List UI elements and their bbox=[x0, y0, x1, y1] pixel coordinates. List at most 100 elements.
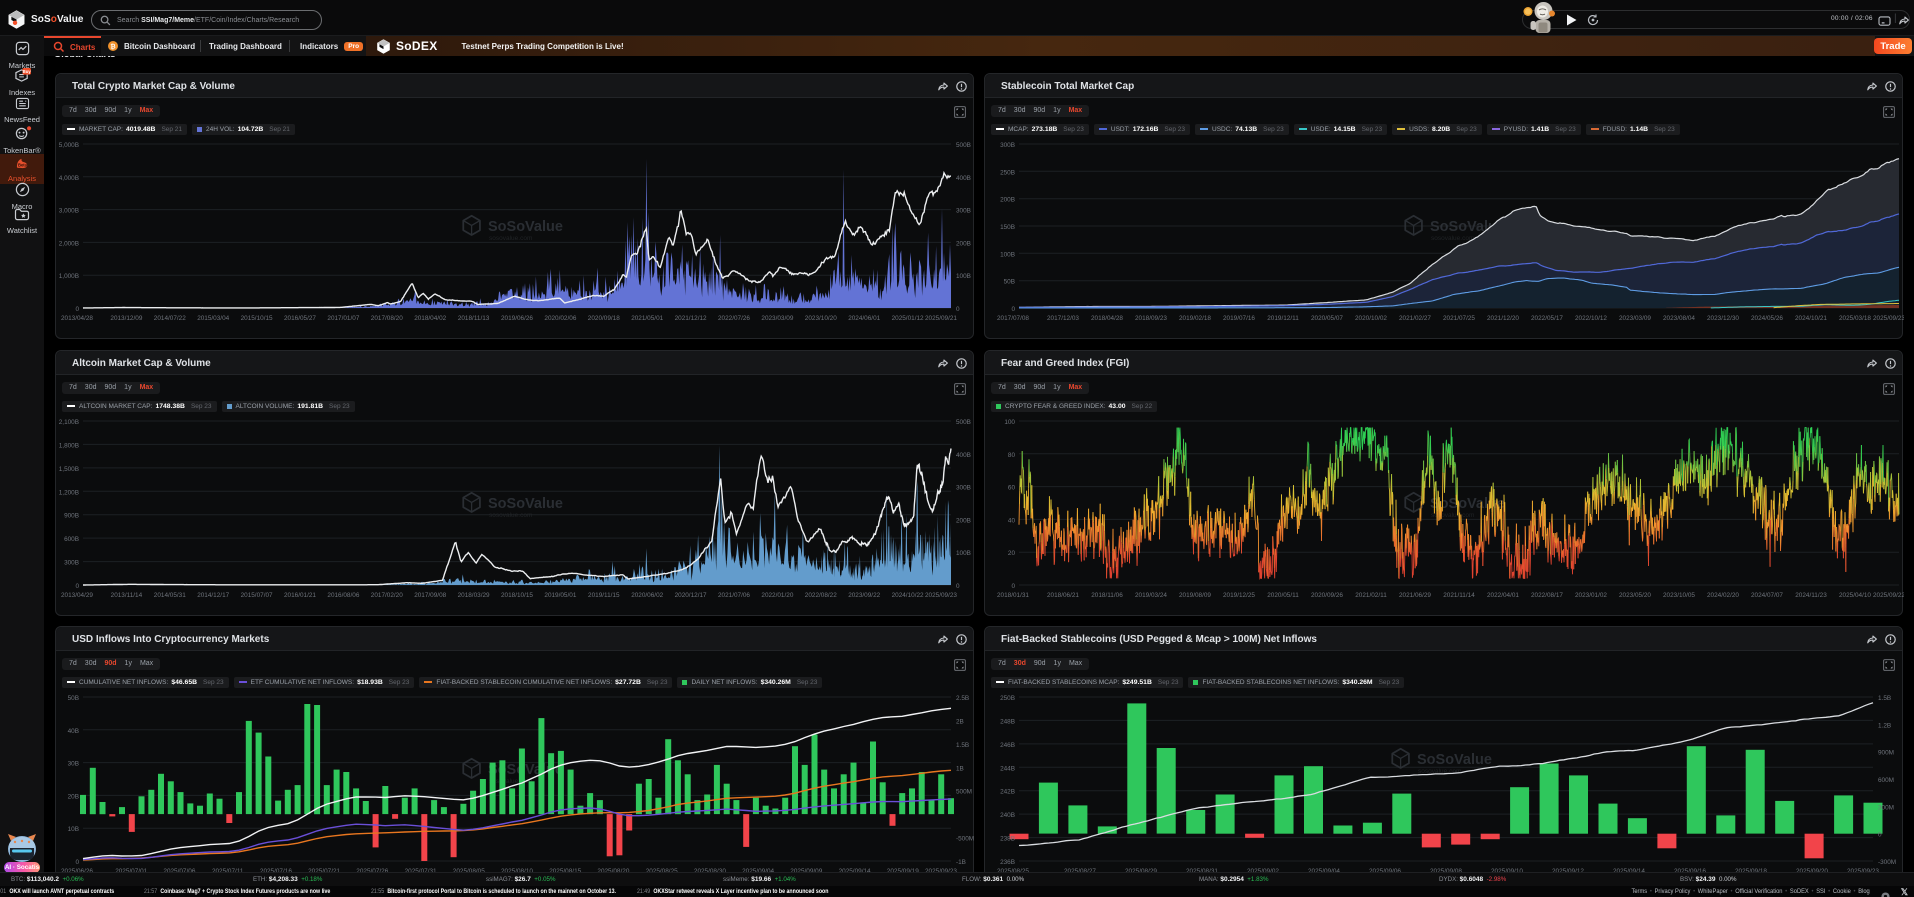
svg-text:2025/07/16: 2025/07/16 bbox=[260, 868, 292, 875]
svg-text:2015/03/04: 2015/03/04 bbox=[197, 315, 229, 322]
svg-text:236B: 236B bbox=[1000, 859, 1015, 866]
svg-text:0: 0 bbox=[1878, 832, 1882, 839]
svg-text:2025/09/18: 2025/09/18 bbox=[1735, 868, 1767, 875]
svg-text:2018/04/02: 2018/04/02 bbox=[414, 315, 446, 322]
svg-text:sosovalue.com: sosovalue.com bbox=[1418, 768, 1461, 775]
svg-text:2018/03/29: 2018/03/29 bbox=[458, 592, 490, 599]
svg-text:248B: 248B bbox=[1000, 718, 1015, 725]
svg-text:2025/08/27: 2025/08/27 bbox=[1064, 868, 1096, 875]
svg-text:60: 60 bbox=[1008, 485, 1016, 492]
svg-text:40: 40 bbox=[1008, 517, 1016, 524]
svg-text:2024/10/21: 2024/10/21 bbox=[1795, 315, 1827, 322]
svg-text:-300M: -300M bbox=[1878, 859, 1896, 866]
svg-text:10B: 10B bbox=[68, 826, 79, 833]
svg-text:2025/08/25: 2025/08/25 bbox=[997, 868, 1029, 875]
svg-text:2025/09/08: 2025/09/08 bbox=[1430, 868, 1462, 875]
svg-text:200B: 200B bbox=[956, 240, 971, 247]
svg-text:80: 80 bbox=[1008, 452, 1016, 459]
svg-text:0: 0 bbox=[75, 306, 79, 313]
svg-text:400B: 400B bbox=[956, 175, 971, 182]
svg-text:2013/11/14: 2013/11/14 bbox=[111, 592, 143, 599]
svg-text:1B: 1B bbox=[956, 765, 964, 772]
svg-text:2,100B: 2,100B bbox=[59, 419, 79, 426]
svg-text:sosovalue.com: sosovalue.com bbox=[489, 512, 532, 519]
svg-text:SoSoValue: SoSoValue bbox=[1430, 496, 1505, 512]
svg-text:900B: 900B bbox=[64, 513, 79, 520]
svg-text:600B: 600B bbox=[64, 536, 79, 543]
svg-text:300B: 300B bbox=[64, 560, 79, 567]
svg-text:2025/09/23: 2025/09/23 bbox=[925, 592, 957, 599]
svg-text:242B: 242B bbox=[1000, 789, 1015, 796]
svg-text:2014/07/22: 2014/07/22 bbox=[154, 315, 186, 322]
svg-text:2025/09/04: 2025/09/04 bbox=[1308, 868, 1340, 875]
svg-text:sosovalue.com: sosovalue.com bbox=[1431, 235, 1474, 242]
svg-text:2014/05/31: 2014/05/31 bbox=[154, 592, 186, 599]
svg-text:500B: 500B bbox=[956, 142, 971, 149]
svg-text:2025/08/10: 2025/08/10 bbox=[501, 868, 533, 875]
svg-text:246B: 246B bbox=[1000, 742, 1015, 749]
svg-text:40B: 40B bbox=[68, 728, 79, 735]
svg-text:2025/04/10: 2025/04/10 bbox=[1839, 592, 1871, 599]
svg-text:2019/03/24: 2019/03/24 bbox=[1135, 592, 1167, 599]
svg-text:150B: 150B bbox=[1000, 224, 1015, 231]
svg-text:300B: 300B bbox=[1000, 142, 1015, 149]
svg-text:2,000B: 2,000B bbox=[59, 240, 79, 247]
svg-text:0: 0 bbox=[956, 583, 960, 590]
svg-text:244B: 244B bbox=[1000, 765, 1015, 772]
svg-text:2023/01/02: 2023/01/02 bbox=[1575, 592, 1607, 599]
svg-text:2019/11/15: 2019/11/15 bbox=[588, 592, 620, 599]
svg-text:2017/02/20: 2017/02/20 bbox=[371, 592, 403, 599]
svg-text:2025/09/12: 2025/09/12 bbox=[1552, 868, 1584, 875]
svg-text:0: 0 bbox=[75, 859, 79, 866]
svg-text:1,500B: 1,500B bbox=[59, 466, 79, 473]
svg-text:2024/02/20: 2024/02/20 bbox=[1707, 592, 1739, 599]
svg-text:900M: 900M bbox=[1878, 750, 1894, 757]
svg-text:250B: 250B bbox=[1000, 169, 1015, 176]
svg-text:SoSoValue: SoSoValue bbox=[1417, 752, 1492, 768]
svg-text:100B: 100B bbox=[1000, 251, 1015, 258]
svg-text:2025/09/16: 2025/09/16 bbox=[1674, 868, 1706, 875]
svg-text:2021/02/11: 2021/02/11 bbox=[1355, 592, 1387, 599]
svg-text:240B: 240B bbox=[1000, 812, 1015, 819]
svg-text:2018/04/28: 2018/04/28 bbox=[1091, 315, 1123, 322]
svg-text:2025/09/09: 2025/09/09 bbox=[790, 868, 822, 875]
svg-text:sosovalue.com: sosovalue.com bbox=[489, 778, 532, 785]
svg-text:1.5B: 1.5B bbox=[1878, 695, 1891, 702]
svg-text:2024/11/23: 2024/11/23 bbox=[1795, 592, 1827, 599]
svg-text:20B: 20B bbox=[68, 793, 79, 800]
svg-text:2021/07/25: 2021/07/25 bbox=[1443, 315, 1475, 322]
svg-text:2019/07/16: 2019/07/16 bbox=[1223, 315, 1255, 322]
svg-text:2020/12/17: 2020/12/17 bbox=[675, 592, 707, 599]
svg-text:2016/08/06: 2016/08/06 bbox=[327, 592, 359, 599]
svg-text:2021/06/29: 2021/06/29 bbox=[1399, 592, 1431, 599]
svg-text:2016/01/21: 2016/01/21 bbox=[284, 592, 316, 599]
svg-text:Beta: Beta bbox=[18, 163, 28, 168]
svg-text:2021/11/14: 2021/11/14 bbox=[1443, 592, 1475, 599]
svg-text:2018/01/31: 2018/01/31 bbox=[997, 592, 1029, 599]
svg-text:0: 0 bbox=[1011, 583, 1015, 590]
svg-text:2B: 2B bbox=[956, 718, 964, 725]
svg-text:2019/06/26: 2019/06/26 bbox=[501, 315, 533, 322]
svg-text:2023/03/09: 2023/03/09 bbox=[761, 315, 793, 322]
svg-text:50B: 50B bbox=[68, 695, 79, 702]
svg-text:2022/01/20: 2022/01/20 bbox=[761, 592, 793, 599]
svg-text:2025/08/05: 2025/08/05 bbox=[453, 868, 485, 875]
svg-text:2025/06/26: 2025/06/26 bbox=[61, 868, 93, 875]
svg-text:2022/05/17: 2022/05/17 bbox=[1531, 315, 1563, 322]
svg-text:2025/07/26: 2025/07/26 bbox=[356, 868, 388, 875]
svg-text:30B: 30B bbox=[68, 761, 79, 768]
svg-text:200B: 200B bbox=[956, 517, 971, 524]
svg-text:2021/07/06: 2021/07/06 bbox=[718, 592, 750, 599]
svg-text:2019/12/25: 2019/12/25 bbox=[1223, 592, 1255, 599]
svg-text:0: 0 bbox=[75, 583, 79, 590]
svg-text:2025/08/30: 2025/08/30 bbox=[694, 868, 726, 875]
svg-text:2025/07/01: 2025/07/01 bbox=[115, 868, 147, 875]
svg-text:2023/10/20: 2023/10/20 bbox=[805, 315, 837, 322]
svg-text:200B: 200B bbox=[1000, 197, 1015, 204]
svg-text:238B: 238B bbox=[1000, 836, 1015, 843]
svg-text:2017/12/03: 2017/12/03 bbox=[1047, 315, 1079, 322]
svg-text:1,000B: 1,000B bbox=[59, 273, 79, 280]
svg-text:2019/05/01: 2019/05/01 bbox=[544, 592, 576, 599]
svg-text:2021/02/27: 2021/02/27 bbox=[1399, 315, 1431, 322]
svg-text:2025/08/15: 2025/08/15 bbox=[549, 868, 581, 875]
